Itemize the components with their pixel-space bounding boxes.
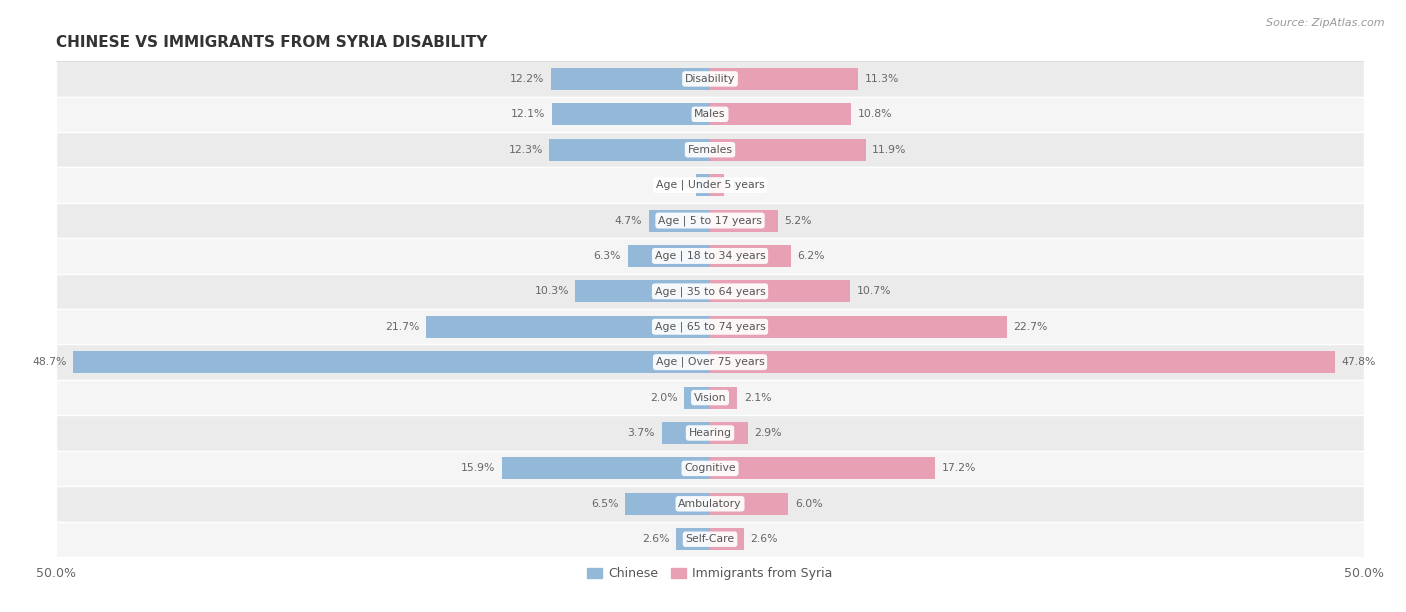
Bar bbox=[56, 203, 1364, 238]
Bar bbox=[710, 316, 1007, 338]
Bar bbox=[710, 103, 851, 125]
Text: Males: Males bbox=[695, 110, 725, 119]
Bar bbox=[56, 345, 1364, 380]
Text: 12.3%: 12.3% bbox=[509, 144, 543, 155]
Text: 17.2%: 17.2% bbox=[942, 463, 976, 474]
Bar bbox=[73, 351, 710, 373]
Bar bbox=[56, 521, 1364, 557]
Bar bbox=[710, 351, 1336, 373]
Text: 6.3%: 6.3% bbox=[593, 251, 621, 261]
Text: 6.5%: 6.5% bbox=[591, 499, 619, 509]
Text: 2.9%: 2.9% bbox=[755, 428, 782, 438]
Text: 48.7%: 48.7% bbox=[32, 357, 66, 367]
Bar bbox=[648, 209, 710, 231]
Text: 4.7%: 4.7% bbox=[614, 215, 643, 226]
Text: 1.1%: 1.1% bbox=[731, 180, 758, 190]
Bar bbox=[56, 168, 1364, 203]
Text: Ambulatory: Ambulatory bbox=[678, 499, 742, 509]
Text: Age | Over 75 years: Age | Over 75 years bbox=[655, 357, 765, 367]
Bar bbox=[626, 493, 710, 515]
Text: 2.6%: 2.6% bbox=[751, 534, 778, 544]
Bar bbox=[551, 103, 710, 125]
Bar bbox=[575, 280, 710, 302]
Bar bbox=[56, 380, 1364, 416]
Bar bbox=[710, 139, 866, 161]
Bar bbox=[56, 416, 1364, 450]
Text: 10.8%: 10.8% bbox=[858, 110, 893, 119]
Text: Age | 18 to 34 years: Age | 18 to 34 years bbox=[655, 251, 765, 261]
Text: Vision: Vision bbox=[693, 392, 727, 403]
Text: Source: ZipAtlas.com: Source: ZipAtlas.com bbox=[1267, 18, 1385, 28]
Text: 6.0%: 6.0% bbox=[794, 499, 823, 509]
Bar bbox=[710, 387, 738, 409]
Bar bbox=[662, 422, 710, 444]
Bar bbox=[502, 457, 710, 479]
Text: 22.7%: 22.7% bbox=[1014, 322, 1047, 332]
Bar bbox=[56, 274, 1364, 309]
Text: 10.3%: 10.3% bbox=[534, 286, 569, 296]
Text: 11.3%: 11.3% bbox=[865, 74, 898, 84]
Text: Disability: Disability bbox=[685, 74, 735, 84]
Text: Age | 5 to 17 years: Age | 5 to 17 years bbox=[658, 215, 762, 226]
Bar bbox=[551, 68, 710, 90]
Text: Self-Care: Self-Care bbox=[686, 534, 734, 544]
Text: 11.9%: 11.9% bbox=[872, 144, 907, 155]
Text: 15.9%: 15.9% bbox=[461, 463, 495, 474]
Bar bbox=[550, 139, 710, 161]
Bar bbox=[710, 245, 792, 267]
Text: Age | 65 to 74 years: Age | 65 to 74 years bbox=[655, 321, 765, 332]
Bar bbox=[676, 528, 710, 550]
Text: Females: Females bbox=[688, 144, 733, 155]
Legend: Chinese, Immigrants from Syria: Chinese, Immigrants from Syria bbox=[582, 562, 838, 585]
Text: 1.1%: 1.1% bbox=[662, 180, 689, 190]
Text: 10.7%: 10.7% bbox=[856, 286, 891, 296]
Text: CHINESE VS IMMIGRANTS FROM SYRIA DISABILITY: CHINESE VS IMMIGRANTS FROM SYRIA DISABIL… bbox=[56, 35, 488, 50]
Bar bbox=[56, 61, 1364, 97]
Bar bbox=[710, 209, 778, 231]
Text: 5.2%: 5.2% bbox=[785, 215, 813, 226]
Bar bbox=[426, 316, 710, 338]
Text: 6.2%: 6.2% bbox=[797, 251, 825, 261]
Bar bbox=[56, 486, 1364, 521]
Text: 3.7%: 3.7% bbox=[627, 428, 655, 438]
Text: 2.1%: 2.1% bbox=[744, 392, 772, 403]
Bar bbox=[56, 238, 1364, 274]
Text: Hearing: Hearing bbox=[689, 428, 731, 438]
Text: Cognitive: Cognitive bbox=[685, 463, 735, 474]
Bar bbox=[710, 174, 724, 196]
Bar bbox=[710, 457, 935, 479]
Text: 47.8%: 47.8% bbox=[1341, 357, 1376, 367]
Bar bbox=[710, 493, 789, 515]
Bar bbox=[710, 528, 744, 550]
Text: 12.2%: 12.2% bbox=[509, 74, 544, 84]
Bar bbox=[710, 422, 748, 444]
Text: 12.1%: 12.1% bbox=[510, 110, 546, 119]
Bar bbox=[627, 245, 710, 267]
Text: Age | Under 5 years: Age | Under 5 years bbox=[655, 180, 765, 190]
Bar bbox=[683, 387, 710, 409]
Text: Age | 35 to 64 years: Age | 35 to 64 years bbox=[655, 286, 765, 297]
Bar bbox=[56, 97, 1364, 132]
Bar bbox=[696, 174, 710, 196]
Text: 21.7%: 21.7% bbox=[385, 322, 420, 332]
Text: 2.0%: 2.0% bbox=[650, 392, 678, 403]
Bar bbox=[710, 280, 851, 302]
Bar bbox=[56, 450, 1364, 486]
Bar bbox=[710, 68, 858, 90]
Bar bbox=[56, 132, 1364, 168]
Text: 2.6%: 2.6% bbox=[643, 534, 669, 544]
Bar bbox=[56, 309, 1364, 345]
